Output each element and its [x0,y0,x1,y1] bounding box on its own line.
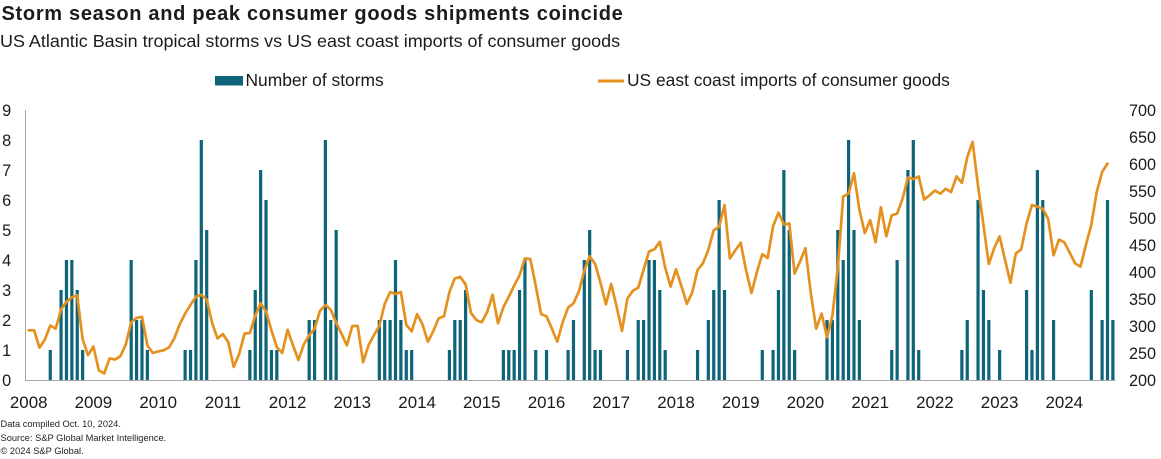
svg-text:2023: 2023 [981,393,1019,412]
svg-text:250: 250 [1129,345,1156,363]
svg-text:2024: 2024 [1046,393,1084,412]
svg-text:2016: 2016 [528,393,566,412]
svg-text:2020: 2020 [787,393,825,412]
svg-text:400: 400 [1129,264,1156,282]
svg-text:350: 350 [1129,291,1156,309]
svg-text:Number of storms: Number of storms [246,70,384,90]
svg-text:2010: 2010 [139,393,177,412]
svg-text:8: 8 [2,132,11,150]
svg-text:200: 200 [1129,372,1156,390]
svg-text:6: 6 [2,192,11,210]
svg-text:0: 0 [2,372,11,390]
svg-text:3: 3 [2,282,11,300]
svg-text:2014: 2014 [398,393,436,412]
svg-text:1: 1 [2,342,11,360]
svg-text:2011: 2011 [205,393,241,412]
svg-text:4: 4 [2,252,11,270]
svg-text:450: 450 [1129,237,1156,255]
svg-text:2: 2 [2,312,11,330]
svg-text:2012: 2012 [269,393,307,412]
svg-text:2019: 2019 [722,393,760,412]
svg-text:2009: 2009 [75,393,113,412]
svg-text:US east coast imports of consu: US east coast imports of consumer goods [627,70,950,90]
svg-text:2021: 2021 [851,393,889,412]
svg-text:2022: 2022 [916,393,954,412]
svg-text:650: 650 [1129,129,1156,147]
svg-text:600: 600 [1129,156,1156,174]
svg-text:2008: 2008 [10,393,48,412]
svg-text:9: 9 [2,102,11,120]
svg-text:2013: 2013 [334,393,372,412]
svg-text:7: 7 [2,162,11,180]
svg-text:2018: 2018 [657,393,695,412]
svg-text:5: 5 [2,222,11,240]
svg-text:2015: 2015 [463,393,501,412]
svg-text:500: 500 [1129,210,1156,228]
svg-text:700: 700 [1129,102,1156,120]
svg-text:550: 550 [1129,183,1156,201]
svg-text:2017: 2017 [592,393,630,412]
svg-text:300: 300 [1129,318,1156,336]
